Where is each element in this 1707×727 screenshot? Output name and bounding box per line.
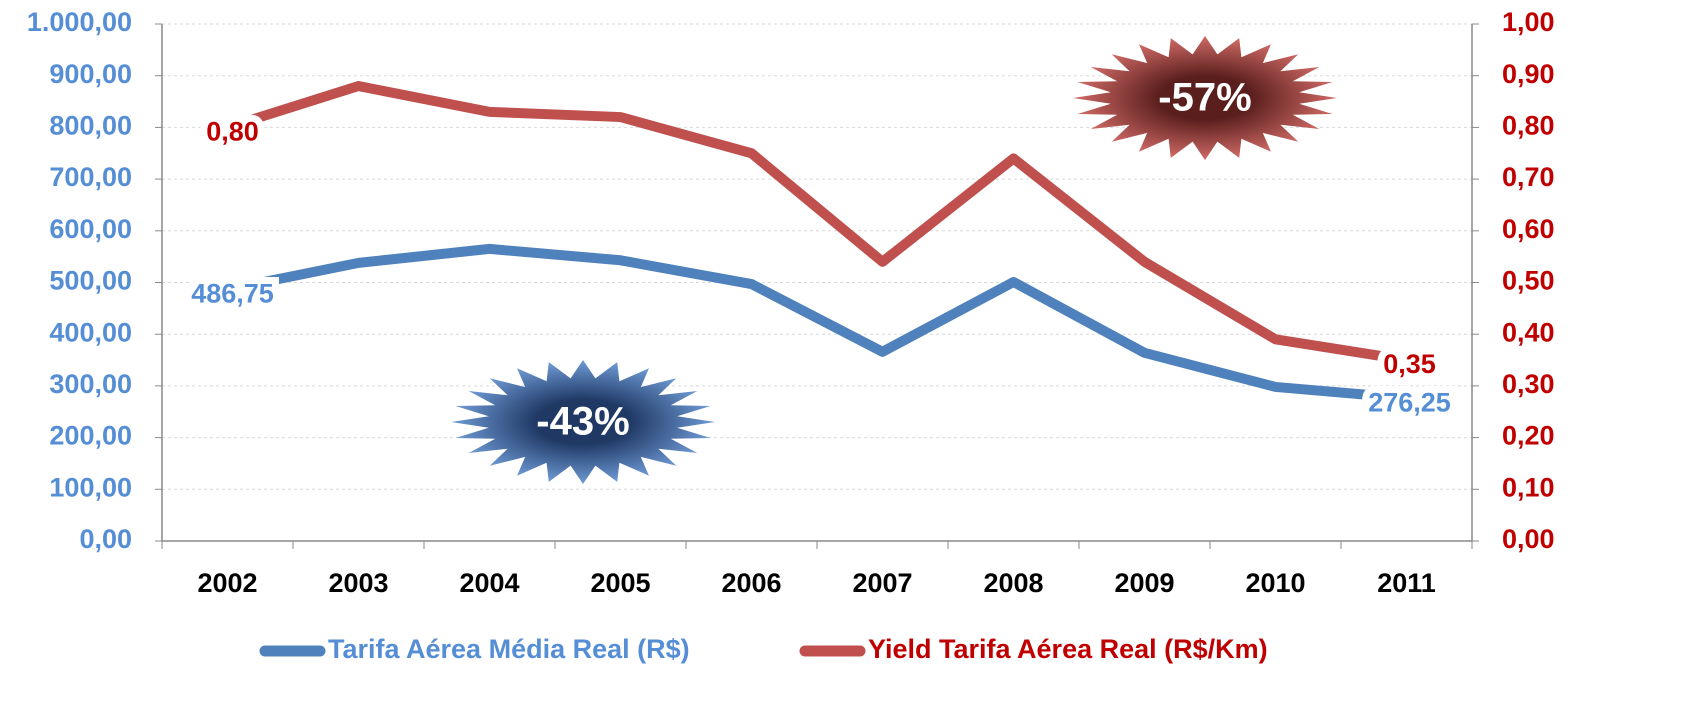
x-tick-label: 2006 <box>721 568 781 598</box>
x-tick-label: 2003 <box>328 568 388 598</box>
starburst <box>1073 36 1337 160</box>
x-tick-label: 2007 <box>852 568 912 598</box>
y2-tick-label: 0,10 <box>1502 472 1555 502</box>
y2-tick-label: 0,30 <box>1502 369 1555 399</box>
annotation: -43% <box>536 400 629 444</box>
y2-tick-label: 0,90 <box>1502 59 1555 89</box>
y2-tick-label: 0,50 <box>1502 266 1555 296</box>
legend-label: Yield Tarifa Aérea Real (R$/Km) <box>868 634 1268 664</box>
data-label: 276,25 <box>1368 387 1451 417</box>
x-tick-label: 2005 <box>590 568 650 598</box>
y-tick-label: 100,00 <box>49 472 132 502</box>
y-tick-label: 500,00 <box>49 266 132 296</box>
y-tick-label: 600,00 <box>49 214 132 244</box>
data-label: 486,75 <box>191 278 274 308</box>
data-label: 0,80 <box>206 117 259 147</box>
y-tick-label: 900,00 <box>49 59 132 89</box>
y2-tick-label: 0,40 <box>1502 317 1555 347</box>
y2-tick-label: 0,70 <box>1502 162 1555 192</box>
y2-tick-label: 0,20 <box>1502 421 1555 451</box>
x-tick-label: 2010 <box>1245 568 1305 598</box>
y2-tick-label: 1,00 <box>1502 7 1555 37</box>
legend-label: Tarifa Aérea Média Real (R$) <box>328 634 690 664</box>
y-tick-label: 300,00 <box>49 369 132 399</box>
x-tick-label: 2008 <box>983 568 1043 598</box>
y2-tick-label: 0,60 <box>1502 214 1555 244</box>
y-tick-label: 400,00 <box>49 317 132 347</box>
y-tick-label: 700,00 <box>49 162 132 192</box>
x-tick-label: 2002 <box>197 568 257 598</box>
y2-tick-label: 0,80 <box>1502 111 1555 141</box>
y-tick-label: 0,00 <box>79 524 132 554</box>
data-label: 0,35 <box>1383 349 1436 379</box>
y-tick-label: 800,00 <box>49 111 132 141</box>
starburst <box>451 360 715 484</box>
x-tick-label: 2004 <box>459 568 519 598</box>
series-line <box>226 243 1407 404</box>
x-tick-label: 2011 <box>1377 568 1436 598</box>
x-tick-label: 2009 <box>1114 568 1174 598</box>
series-line <box>225 81 1408 365</box>
y-tick-label: 1.000,00 <box>27 7 132 37</box>
y2-tick-label: 0,00 <box>1502 524 1555 554</box>
y-tick-label: 200,00 <box>49 421 132 451</box>
annotation: -57% <box>1158 76 1251 120</box>
